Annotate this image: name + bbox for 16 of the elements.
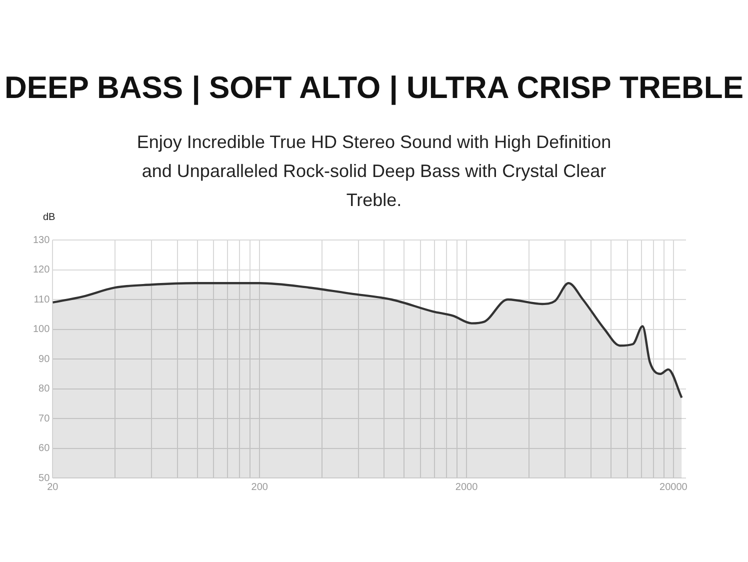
x-tick-label: 20000 [660,482,688,493]
x-tick-label: 2000 [455,482,478,493]
x-tick-label: 200 [251,482,268,493]
y-tick-label: 130 [32,234,50,246]
y-tick-label: 120 [32,264,50,276]
y-tick-label: 60 [38,443,50,454]
y-tick-label: 100 [32,324,50,335]
chart-subtitle: Enjoy Incredible True HD Stereo Sound with High Definition and Unparalleled Rock-solid Deep Bass with Crystal Clear Treble. [136,131,612,212]
y-tick-label: 80 [38,384,50,394]
y-tick-label: 50 [38,472,50,484]
x-tick-label: 20 [47,482,59,493]
chart-title: DEEP BASS | SOFT ALTO | ULTRA CRISP TREBLE [3,70,745,106]
y-tick-label: 70 [38,413,50,424]
y-tick-label: 110 [34,294,50,306]
y-axis-title: dB [43,212,56,223]
y-tick-label: 90 [38,354,50,365]
